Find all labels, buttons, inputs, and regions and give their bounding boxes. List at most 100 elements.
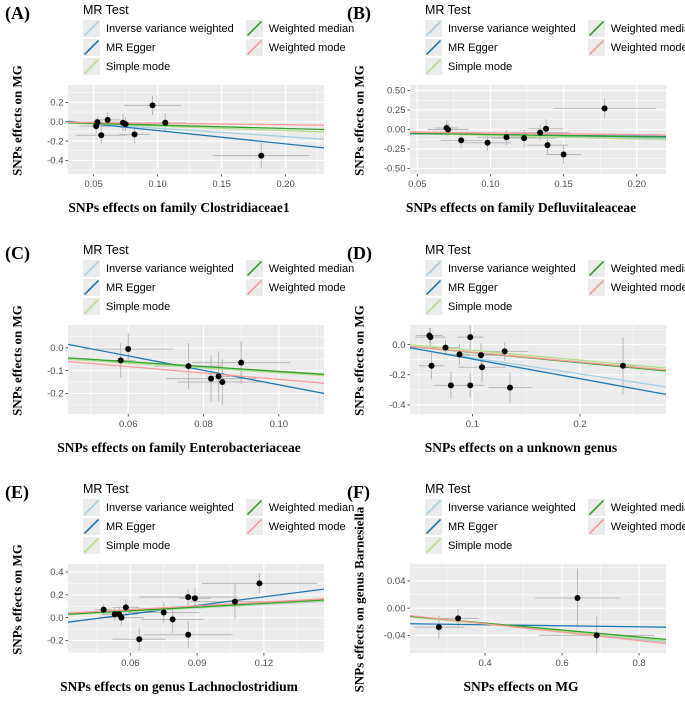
y-axis-title: SNPs effects on MG <box>9 65 25 176</box>
legend-entry-label: Weighted mode <box>268 41 346 54</box>
legend-entry-label: MR Egger <box>448 520 498 533</box>
y-axis-title: SNPs effects on MG <box>9 305 25 416</box>
svg-text:0.50: 0.50 <box>387 86 406 97</box>
svg-text:0.06: 0.06 <box>119 419 138 430</box>
legend-entry: Weighted median <box>587 20 685 37</box>
mr-scatter-panel: (B) MR Test Inverse variance weighted MR … <box>342 0 685 240</box>
scatter-chart: 0.06 0.09 0.12 0.4 0.2 0.0 -0.2 <box>47 564 324 669</box>
legend-columns: Inverse variance weighted MR Egger Simple … <box>425 260 685 317</box>
x-axis-title: SNPs effects on family Defluviitaleaceae <box>405 200 637 215</box>
legend-key-icon <box>587 499 605 516</box>
legend-key-icon <box>425 298 442 315</box>
legend-entry: Inverse variance weighted <box>83 499 234 516</box>
svg-text:0.15: 0.15 <box>554 179 573 190</box>
legend-key-icon <box>83 260 100 277</box>
data-points <box>117 345 245 386</box>
mr-scatter-panel: (D) MR Test Inverse variance weighted MR … <box>342 240 685 479</box>
svg-text:0.20: 0.20 <box>276 179 295 190</box>
legend-entry: Weighted mode <box>245 279 354 296</box>
svg-text:-0.2: -0.2 <box>47 136 63 147</box>
legend: MR Test Inverse variance weighted MR Egge… <box>83 243 354 317</box>
legend-key-icon <box>83 39 100 56</box>
legend-entry-label: Simple mode <box>448 300 513 313</box>
legend-entry: Simple mode <box>425 298 576 315</box>
legend-entry-label: Weighted mode <box>268 520 346 533</box>
plot-panel-background <box>410 325 666 414</box>
legend-entry-label: Weighted mode <box>268 281 346 294</box>
legend: MR Test Inverse variance weighted MR Egge… <box>425 482 685 556</box>
legend-entry-label: MR Egger <box>448 41 498 54</box>
svg-text:0.09: 0.09 <box>188 658 207 669</box>
x-axis-title: SNPs effects on genus Lachnoclostridium <box>60 679 298 694</box>
legend-entry: MR Egger <box>425 279 576 296</box>
gridlines <box>410 85 666 174</box>
axis-ticks: 0.06 0.08 0.10 0.0 -0.1 -0.2 <box>47 343 288 430</box>
legend-title: MR Test <box>425 243 471 257</box>
legend-columns: Inverse variance weighted MR Egger Simple … <box>425 499 685 556</box>
legend-entry-label: Inverse variance weighted <box>106 22 234 35</box>
legend-column-1: Inverse variance weighted MR Egger Simple … <box>83 499 234 556</box>
legend-entry: Simple mode <box>425 537 576 554</box>
svg-text:0.4: 0.4 <box>50 567 63 578</box>
svg-text:0.25: 0.25 <box>387 105 406 116</box>
axis-ticks: 0.4 0.6 0.8 0.04 0.00 -0.04 <box>384 576 646 669</box>
axis-ticks: 0.05 0.10 0.15 0.20 0.2 0.0 -0.2 -0.4 <box>47 98 295 190</box>
svg-text:0.15: 0.15 <box>212 179 231 190</box>
legend-entry: Weighted mode <box>587 279 685 296</box>
legend-title: MR Test <box>425 482 471 496</box>
legend-key-icon <box>245 20 263 37</box>
svg-text:0.0: 0.0 <box>50 343 63 354</box>
svg-text:0.0: 0.0 <box>392 340 405 351</box>
legend-entry: Weighted mode <box>587 518 685 535</box>
svg-text:0.0: 0.0 <box>50 117 63 128</box>
legend-entry-label: Simple mode <box>448 539 513 552</box>
legend-key-icon <box>587 39 605 56</box>
y-axis-title: SNPs effects on MG <box>351 65 367 176</box>
legend-column-2: Weighted median Weighted mode <box>245 499 354 537</box>
legend-key-icon <box>83 518 100 535</box>
legend-column-1: Inverse variance weighted MR Egger Simple … <box>425 260 576 317</box>
svg-text:0.12: 0.12 <box>255 658 274 669</box>
legend-entry: Weighted mode <box>245 518 354 535</box>
svg-text:0.00: 0.00 <box>387 125 406 136</box>
legend-entry-label: Weighted median <box>610 22 685 35</box>
y-axis-title: SNPs effects on MG <box>9 544 25 655</box>
svg-text:0.1: 0.1 <box>466 419 479 430</box>
legend-entry: MR Egger <box>83 39 234 56</box>
legend-key-icon <box>587 260 605 277</box>
legend-entry-label: Inverse variance weighted <box>448 501 576 514</box>
plot-panel-background <box>68 85 324 174</box>
legend-key-icon <box>425 20 442 37</box>
legend-key-icon <box>83 279 100 296</box>
legend-column-1: Inverse variance weighted MR Egger Simple … <box>83 20 234 77</box>
x-axis-title: SNPs effects on a unknown genus <box>424 440 618 455</box>
legend-entry-label: Simple mode <box>106 60 171 73</box>
legend-key-icon <box>83 20 100 37</box>
legend-entry-label: Inverse variance weighted <box>448 262 576 275</box>
legend-entry-label: Simple mode <box>106 539 171 552</box>
legend-entry: Simple mode <box>425 58 576 75</box>
panel-label: (D) <box>347 243 372 263</box>
legend-entry: MR Egger <box>83 279 234 296</box>
trend-lines <box>410 614 666 645</box>
svg-text:-0.2: -0.2 <box>47 636 63 647</box>
data-points <box>100 580 263 643</box>
svg-text:0.10: 0.10 <box>270 419 289 430</box>
panel-label: (F) <box>347 482 370 502</box>
legend-entry-label: Weighted median <box>268 262 355 275</box>
legend-column-2: Weighted median Weighted mode <box>587 260 685 298</box>
legend-entry-label: Weighted mode <box>610 281 685 294</box>
svg-text:0.05: 0.05 <box>408 179 427 190</box>
legend-key-icon <box>425 537 442 554</box>
legend-entry-label: Inverse variance weighted <box>106 262 234 275</box>
legend-entry: Inverse variance weighted <box>83 260 234 277</box>
legend-key-icon <box>425 58 442 75</box>
legend: MR Test Inverse variance weighted MR Egge… <box>425 243 685 317</box>
legend-entry: Weighted mode <box>587 39 685 56</box>
svg-text:-0.4: -0.4 <box>389 400 405 411</box>
svg-text:0.6: 0.6 <box>555 658 568 669</box>
svg-text:0.2: 0.2 <box>50 98 63 109</box>
legend-entry-label: Simple mode <box>448 60 513 73</box>
svg-text:0.00: 0.00 <box>387 603 406 614</box>
